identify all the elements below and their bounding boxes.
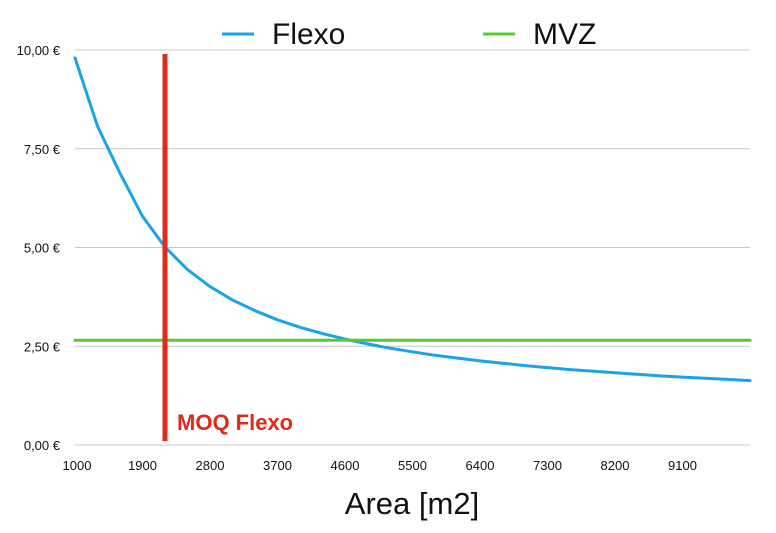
- x-tick-label: 2800: [196, 458, 225, 473]
- grid-lines: [75, 49, 750, 446]
- y-tick-label: 2,50 €: [24, 339, 61, 354]
- y-tick-label: 5,00 €: [24, 241, 61, 256]
- y-tick-label: 10,00 €: [17, 43, 61, 58]
- x-tick-label: 1900: [128, 458, 157, 473]
- x-tick-label: 8200: [601, 458, 630, 473]
- series-lines: [73, 56, 752, 383]
- x-tick-labels: 1000 1900 2800 3700 4600 5500 6400 7300 8200 9100: [63, 458, 697, 473]
- legend-label-mvz: MVZ: [533, 18, 596, 51]
- x-tick-label: 1000: [63, 458, 92, 473]
- y-tick-labels: 0,00 € 2,50 € 5,00 € 7,50 € 10,00 €: [17, 43, 61, 453]
- x-tick-label: 5500: [398, 458, 427, 473]
- y-tick-label: 7,50 €: [24, 142, 61, 157]
- series-line-flexo: [73, 56, 752, 383]
- annotations: MOQ Flexo: [162, 53, 293, 442]
- x-tick-label: 4600: [331, 458, 360, 473]
- x-axis-label: Area [m2]: [345, 486, 479, 521]
- x-tick-label: 9100: [668, 458, 697, 473]
- x-tick-label: 7300: [533, 458, 562, 473]
- moq-flexo-label: MOQ Flexo: [177, 410, 293, 435]
- legend-label-flexo: Flexo: [272, 18, 345, 51]
- x-tick-label: 6400: [466, 458, 495, 473]
- legend: Flexo MVZ: [222, 18, 596, 51]
- x-tick-label: 3700: [263, 458, 292, 473]
- y-tick-label: 0,00 €: [24, 438, 61, 453]
